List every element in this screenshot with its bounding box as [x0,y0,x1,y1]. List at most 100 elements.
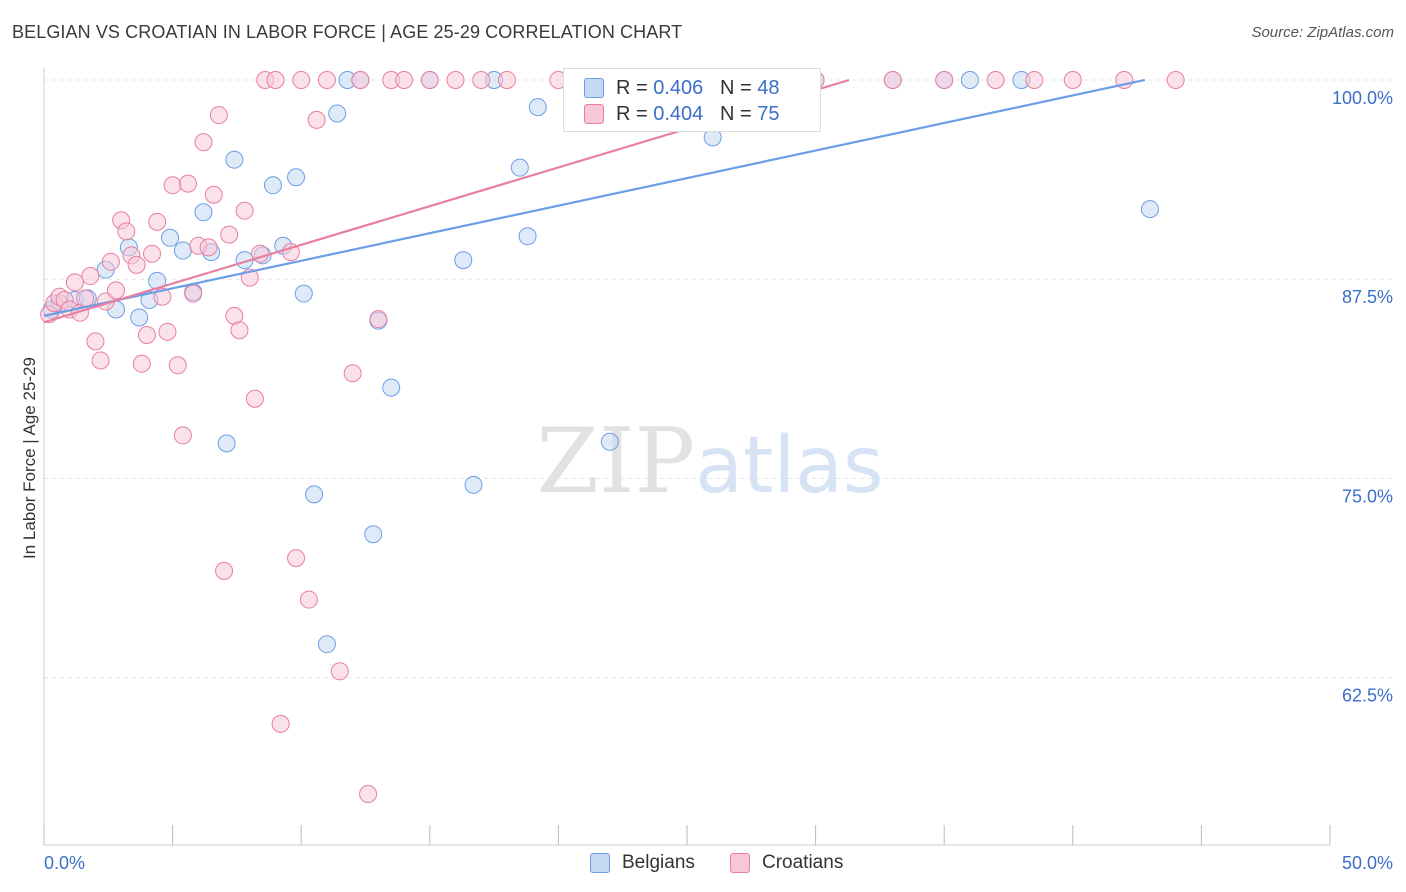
y-tick-label: 62.5% [1342,686,1393,706]
legend-swatch-croatians [584,104,604,124]
point-croatians [330,662,349,681]
point-croatians [163,176,182,195]
point-croatians [472,71,491,89]
axes [43,68,1331,846]
point-belgians [173,241,192,260]
point-croatians [369,310,388,329]
y-tick-label: 87.5% [1342,287,1393,307]
point-belgians [217,434,236,453]
point-croatians [143,244,162,263]
point-belgians [130,308,149,327]
point-croatians [101,252,120,271]
chart-source: Source: ZipAtlas.com [1251,24,1394,41]
point-croatians [395,71,414,89]
point-belgians [528,98,547,117]
legend-r-value: 0.406 [653,76,704,99]
point-croatians [351,71,370,89]
point-belgians [454,251,473,270]
data-points [40,71,1185,803]
point-croatians [1025,71,1044,89]
point-croatians [220,225,239,244]
bottom-legend-label-belgians: Belgians [622,852,695,873]
point-croatians [935,71,954,89]
point-croatians [179,174,198,193]
point-croatians [204,185,223,204]
point-belgians [194,203,213,222]
x-tick-label-max: 50.0% [1342,853,1393,873]
legend-n-label: N = [719,102,752,125]
point-croatians [148,212,167,231]
point-croatians [497,71,516,89]
point-croatians [65,273,84,292]
y-tick-label: 100.0% [1332,88,1393,108]
point-belgians [518,227,537,246]
point-croatians [343,364,362,383]
correlation-legend: R = 0.406 N = 48 R = 0.404 N = 75 [563,68,821,132]
legend-row-croatians: R = 0.404 N = 75 [584,101,779,127]
point-belgians [317,635,336,654]
point-belgians [305,485,324,504]
point-croatians [199,238,218,257]
point-croatians [287,549,306,568]
point-belgians [960,71,979,89]
point-belgians [287,168,306,187]
y-axis-label: In Labor Force | Age 25-29 [20,357,39,559]
point-belgians [328,104,347,123]
point-belgians [600,432,619,451]
legend-r-value: 0.404 [653,102,704,125]
y-tick-label: 75.0% [1342,486,1393,506]
bottom-legend-swatch-croatians [730,853,750,873]
gridlines [44,79,1393,679]
point-croatians [271,714,290,733]
point-croatians [230,321,249,340]
x-tick-label-min: 0.0% [44,853,85,873]
legend-n-value: 75 [757,102,780,125]
point-croatians [209,106,228,125]
point-croatians [81,267,100,286]
point-croatians [359,785,378,803]
point-croatians [883,71,902,89]
point-croatians [266,71,285,89]
point-croatians [86,332,105,351]
point-croatians [292,71,311,89]
point-croatians [215,561,234,580]
point-croatians [420,71,439,89]
point-belgians [161,228,180,247]
legend-r-label: R = [616,102,648,125]
point-croatians [235,201,254,220]
trendline-belgians [43,78,1146,317]
point-croatians [91,351,110,370]
bottom-legend-swatch-belgians [590,853,610,873]
point-croatians [446,71,465,89]
watermark-zip: ZIP [536,409,695,514]
bottom-legend-belgians: Belgians [590,852,695,874]
point-belgians [382,378,401,397]
chart-title: BELGIAN VS CROATIAN IN LABOR FORCE | AGE… [12,22,683,42]
point-croatians [168,356,187,375]
point-croatians [1063,71,1082,89]
point-croatians [137,326,156,344]
point-croatians [127,255,146,274]
bottom-legend-label-croatians: Croatians [762,852,844,873]
point-belgians [263,176,282,195]
watermark-atlas: atlas [695,421,884,511]
point-croatians [173,426,192,445]
y-tick-labels: 62.5% 75.0% 87.5% 100.0% [1332,88,1393,706]
point-croatians [1166,71,1185,89]
point-croatians [307,110,326,129]
watermark: ZIPatlas [536,409,883,514]
point-belgians [1140,200,1159,219]
point-croatians [299,590,318,609]
point-croatians [194,133,213,152]
point-belgians [464,475,483,494]
point-croatians [117,222,136,241]
point-croatians [76,289,95,308]
point-belgians [294,284,313,303]
point-croatians [317,71,336,89]
point-croatians [281,243,300,262]
point-croatians [132,354,151,373]
point-belgians [225,150,244,169]
bottom-legend-croatians: Croatians [730,852,843,874]
legend-n-label: N = [719,76,752,99]
